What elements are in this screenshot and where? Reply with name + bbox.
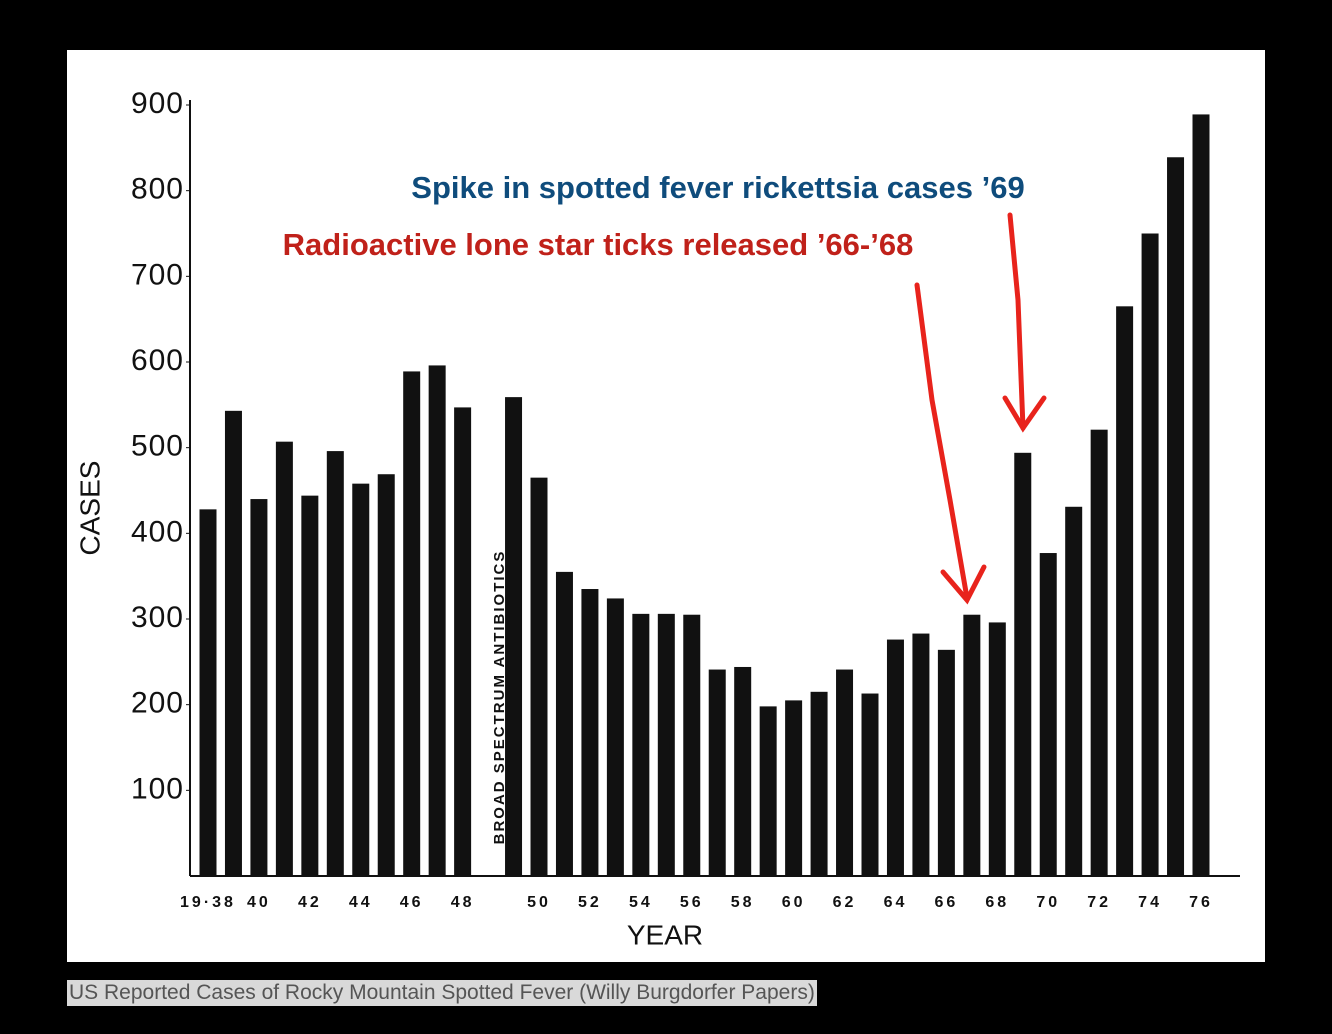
x-tick-label: 52 xyxy=(578,894,602,911)
bar xyxy=(1192,114,1210,876)
bar xyxy=(250,499,268,876)
arrows xyxy=(914,212,1047,605)
bar xyxy=(1090,429,1108,876)
bar xyxy=(836,669,854,876)
bar xyxy=(785,700,803,876)
bar xyxy=(530,477,548,876)
bar xyxy=(912,633,930,876)
bar xyxy=(428,365,446,876)
annotation: BROAD SPECTRUM ANTIBIOTICS xyxy=(491,550,508,845)
bar xyxy=(963,614,981,876)
bar xyxy=(683,614,701,876)
x-tick-label: 50 xyxy=(527,894,551,911)
x-axis-title: YEAR xyxy=(627,919,703,950)
x-tick-label: 56 xyxy=(680,894,704,911)
bar xyxy=(886,639,904,876)
x-tick-label: 76 xyxy=(1189,894,1213,911)
bar xyxy=(632,613,650,876)
y-tick-label: 400 xyxy=(131,515,184,548)
bar xyxy=(199,509,217,876)
arrow-line xyxy=(1007,212,1026,431)
bar xyxy=(275,441,293,876)
bar xyxy=(581,589,599,876)
annotation: Radioactive lone star ticks released ’66… xyxy=(283,227,914,262)
y-tick-label: 200 xyxy=(131,687,184,720)
bar xyxy=(861,693,879,876)
bar xyxy=(454,407,472,876)
arrow-line xyxy=(914,282,970,601)
y-tick-label: 900 xyxy=(131,87,184,120)
y-tick-label: 600 xyxy=(131,344,184,377)
bar xyxy=(1116,306,1134,877)
x-tick-label: 46 xyxy=(400,894,424,911)
y-tick-label: 500 xyxy=(131,430,184,463)
bar xyxy=(377,474,395,876)
bar xyxy=(1065,506,1083,876)
bar xyxy=(937,649,955,876)
bar xyxy=(734,666,752,876)
x-tick-label: 64 xyxy=(884,894,908,911)
x-tick-label: 19·38 xyxy=(180,894,236,911)
y-tick-label: 100 xyxy=(131,772,184,805)
arrow-head xyxy=(1002,395,1047,433)
bar xyxy=(988,622,1006,876)
bar xyxy=(403,371,421,876)
y-tick-label: 300 xyxy=(131,601,184,634)
x-tick-label: 66 xyxy=(934,894,958,911)
bar xyxy=(1039,553,1057,876)
x-tick-label: 44 xyxy=(349,894,373,911)
bar xyxy=(352,483,370,876)
bar xyxy=(505,397,523,876)
bar xyxy=(1014,452,1032,876)
bar xyxy=(759,706,777,876)
bar xyxy=(606,598,624,876)
y-tick-label: 700 xyxy=(131,258,184,291)
bar xyxy=(810,691,828,876)
x-tick-label: 48 xyxy=(451,894,475,911)
y-tick-label: 800 xyxy=(131,173,184,206)
bar xyxy=(657,613,675,876)
bar xyxy=(301,495,319,876)
annotation: Spike in spotted fever rickettsia cases … xyxy=(411,170,1024,205)
x-tick-label: 72 xyxy=(1087,894,1111,911)
bar xyxy=(1167,157,1185,877)
x-tick-label: 40 xyxy=(247,894,271,911)
x-tick-label: 42 xyxy=(298,894,322,911)
bar xyxy=(555,571,573,876)
bar xyxy=(708,669,726,876)
x-tick-label: 62 xyxy=(833,894,857,911)
x-tick-label: 68 xyxy=(985,894,1009,911)
arrow-head xyxy=(940,564,987,605)
x-tick-label: 60 xyxy=(782,894,806,911)
chart: CASES YEAR Spike in spotted fever ricket… xyxy=(67,50,1265,962)
bar xyxy=(224,410,242,876)
bar xyxy=(1141,233,1159,876)
x-tick-label: 54 xyxy=(629,894,653,911)
bar xyxy=(326,451,344,876)
y-axis-title: CASES xyxy=(74,461,105,556)
x-tick-label: 70 xyxy=(1036,894,1060,911)
caption: US Reported Cases of Rocky Mountain Spot… xyxy=(67,980,817,1006)
x-tick-label: 58 xyxy=(731,894,755,911)
x-tick-label: 74 xyxy=(1138,894,1162,911)
